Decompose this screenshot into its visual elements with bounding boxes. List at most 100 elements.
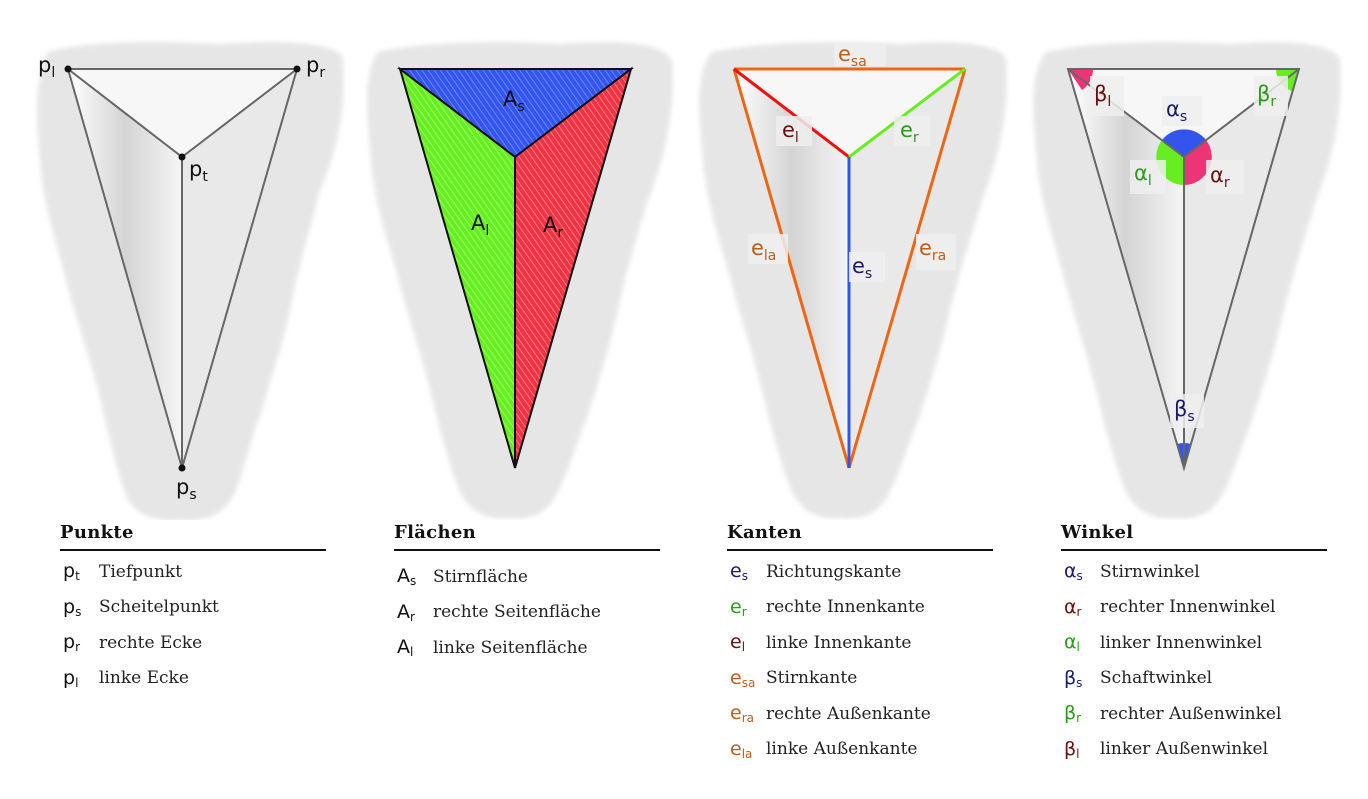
label-box <box>1206 160 1244 194</box>
label-al: Al <box>471 211 489 239</box>
face-ar <box>514 66 633 469</box>
legend-symbol: el <box>730 631 746 655</box>
legend-item: er rechte Innenkante <box>727 590 993 626</box>
label-box <box>1162 96 1202 126</box>
label-alpha-l: αl <box>1134 161 1152 189</box>
legend-punkte: Punkte pt Tiefpunkt ps Scheitelpunkt pr rec… <box>60 522 326 696</box>
legend-item: pl linke Ecke <box>60 661 326 697</box>
label-box <box>776 116 812 146</box>
top-face <box>734 69 965 157</box>
label-box <box>748 234 788 264</box>
legend-text: Stirnkante <box>766 668 858 689</box>
point-pr <box>293 65 301 73</box>
edges <box>66 68 299 472</box>
label-box <box>1170 394 1204 428</box>
label-alpha-s: αs <box>1166 97 1187 125</box>
legend-symbol: ela <box>730 737 753 761</box>
label-ela: ela <box>751 236 776 264</box>
legend-symbol: er <box>730 595 747 619</box>
legend-kanten: Kanten es Richtungskante er rechte Innenka… <box>727 522 993 767</box>
label-box <box>1254 76 1288 116</box>
legend-item: αr rechter Innenwinkel <box>1061 590 1327 626</box>
label-el: el <box>782 118 799 146</box>
legend-symbol: pr <box>63 631 80 655</box>
label-box <box>1090 76 1124 116</box>
point-ps <box>178 464 186 472</box>
label-ar: Ar <box>543 213 563 241</box>
panel-winkel: βl βr αs αl αr βs <box>1033 42 1341 519</box>
legend-symbol: βs <box>1064 666 1083 690</box>
label-pl: pl <box>38 53 55 81</box>
point-pt <box>178 153 186 161</box>
legend-text: linker Innenwinkel <box>1100 632 1263 653</box>
legend-item: es Richtungskante <box>727 554 993 590</box>
label-ps: ps <box>176 475 197 503</box>
legend-symbol: βl <box>1064 737 1080 761</box>
angle-alpha-s <box>1162 129 1206 157</box>
legend-symbol: esa <box>730 666 756 690</box>
label-beta-l: βl <box>1094 82 1111 110</box>
top-face <box>68 69 297 157</box>
legend-text: Richtungskante <box>766 561 902 582</box>
legend-item: Al linke Seitenfläche <box>394 630 660 666</box>
legend-text: linke Ecke <box>99 668 189 689</box>
legend-symbol: ps <box>63 595 82 619</box>
label-es: es <box>852 254 872 282</box>
legend-text: rechte Innenkante <box>766 597 925 618</box>
label-box <box>1130 160 1166 194</box>
legend-item: era rechte Außenkante <box>727 696 993 732</box>
edge-era <box>847 68 967 469</box>
legend-item: βl linker Außenwinkel <box>1061 732 1327 768</box>
label-box <box>894 116 930 146</box>
legend-symbol: As <box>397 565 417 589</box>
label-beta-r: βr <box>1257 82 1276 110</box>
legend-symbol: αr <box>1064 595 1082 619</box>
legend-item: Ar rechte Seitenfläche <box>394 595 660 631</box>
label-box <box>849 252 885 282</box>
legend-text: linker Außenwinkel <box>1100 739 1269 760</box>
legend-text: rechte Außenkante <box>766 703 931 724</box>
legend-symbol: pt <box>63 560 80 584</box>
label-as: As <box>503 87 525 115</box>
legend-symbol: Al <box>397 636 414 660</box>
legend-item: pr rechte Ecke <box>60 625 326 661</box>
legend-symbol: pl <box>63 666 79 690</box>
legend-text: rechte Ecke <box>99 632 203 653</box>
label-pt: pt <box>189 157 208 185</box>
label-er: er <box>900 118 919 146</box>
legend-winkel: Winkel αs Stirnwinkel αr rechter Innenwink… <box>1061 522 1327 767</box>
legend-item: βs Schaftwinkel <box>1061 661 1327 697</box>
legend-text: linke Innenkante <box>766 632 912 653</box>
angle-alpha-r <box>1184 140 1212 185</box>
legend-item: pt Tiefpunkt <box>60 554 326 590</box>
legend-text: linke Außenkante <box>766 739 918 760</box>
legend-text: Schaftwinkel <box>1100 668 1213 689</box>
label-alpha-r: αr <box>1210 163 1230 191</box>
edge-ela <box>732 68 851 469</box>
legend-text: Scheitelpunkt <box>99 597 219 618</box>
legend-symbol: αs <box>1064 560 1083 584</box>
legend-text: linke Seitenfläche <box>433 637 588 658</box>
legend-item: ela linke Außenkante <box>727 732 993 768</box>
panel-punkte: pl pr pt ps <box>37 42 344 520</box>
legend-symbol: Ar <box>397 600 415 624</box>
legend-symbol: era <box>730 702 754 726</box>
legend-item: As Stirnfläche <box>394 559 660 595</box>
legend-item: βr rechter Außenwinkel <box>1061 696 1327 732</box>
legend-list: pt Tiefpunkt ps Scheitelpunkt pr rechte Eck… <box>60 551 326 696</box>
panel-kanten: esa el er ela es era <box>699 42 1007 519</box>
legend-list: αs Stirnwinkel αr rechter Innenwinkel αl li… <box>1061 551 1327 767</box>
label-esa: esa <box>838 42 867 70</box>
legend-item: ps Scheitelpunkt <box>60 590 326 626</box>
edge-er <box>848 67 966 159</box>
edge-el <box>733 67 850 159</box>
edge-lines <box>732 67 967 469</box>
label-era: era <box>919 236 946 264</box>
legend-text: rechter Innenwinkel <box>1100 597 1276 618</box>
diagram-canvas: pl pr pt ps As Al Ar esa el er <box>37 42 1341 520</box>
legend-text: rechte Seitenfläche <box>433 602 601 623</box>
legend-title: Winkel <box>1061 522 1327 551</box>
legend-text: Stirnwinkel <box>1100 561 1200 582</box>
legend-title: Punkte <box>60 522 326 551</box>
legend-item: αs Stirnwinkel <box>1061 554 1327 590</box>
